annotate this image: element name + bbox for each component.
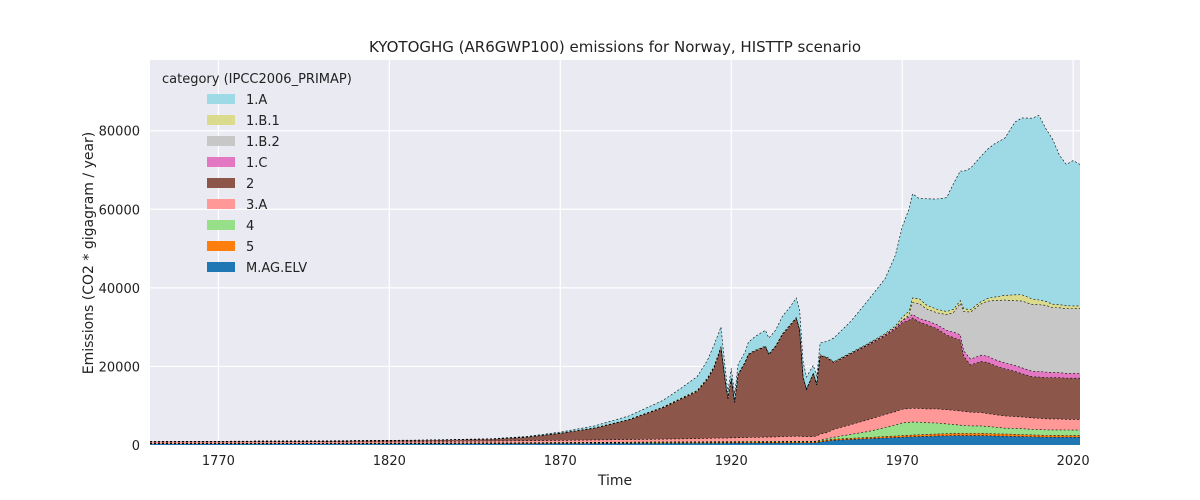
legend-label: 1.B.1	[246, 114, 280, 129]
x-tick-label: 1820	[373, 454, 406, 469]
legend: category (IPCC2006_PRIMAP) 1.A 1.B.1 1.B.2…	[162, 72, 352, 276]
legend-swatch	[207, 94, 235, 104]
outline-5	[149, 433, 1081, 444]
area-5	[150, 433, 1080, 444]
legend-label: M.AG.ELV	[246, 261, 307, 276]
legend-swatch	[207, 178, 235, 188]
outline-1-b-2	[149, 299, 1081, 442]
outline-4	[149, 421, 1081, 444]
outline-1-a	[149, 114, 1081, 442]
legend-label: 1.B.2	[246, 135, 280, 150]
legend-label: 1.A	[246, 93, 267, 108]
x-tick-label: 1870	[544, 454, 577, 469]
legend-items: 1.A 1.B.1 1.B.2 1.C 2 3.A 4 5 M.AG.ELV	[207, 93, 307, 276]
area-3-a	[150, 408, 1080, 444]
stacked-areas	[150, 115, 1080, 445]
legend-label: 2	[246, 177, 254, 192]
x-tick-label: 1920	[715, 454, 748, 469]
y-tick-label: 20000	[99, 360, 140, 375]
y-tick-label: 0	[132, 439, 140, 454]
area-2	[150, 317, 1080, 443]
legend-label: 5	[246, 240, 254, 255]
legend-swatch	[207, 199, 235, 209]
outline-1-b-1	[149, 294, 1081, 442]
legend-label: 3.A	[246, 198, 267, 213]
legend-swatch	[207, 157, 235, 167]
area-m-ag-elv	[150, 435, 1080, 445]
outline-3-a	[149, 408, 1081, 443]
legend-swatch	[207, 136, 235, 146]
y-axis-label: Emissions (CO2 * gigagram / year)	[81, 132, 97, 375]
y-tick-label: 80000	[99, 125, 140, 140]
outline-m-ag-elv	[149, 435, 1080, 445]
legend-swatch	[207, 241, 235, 251]
stack-outlines	[149, 114, 1081, 445]
legend-label: 4	[246, 219, 254, 234]
y-tick-label: 40000	[99, 282, 140, 297]
x-tick-label: 2020	[1057, 454, 1090, 469]
area-1-b-2	[150, 300, 1080, 442]
legend-swatch	[207, 115, 235, 125]
x-axis-ticks: 1770 1820 1870 1920 1970 2020	[202, 454, 1090, 469]
y-tick-label: 60000	[99, 203, 140, 218]
y-axis-ticks: 0 20000 40000 60000 80000	[99, 125, 140, 454]
area-4	[150, 422, 1080, 444]
chart-title: KYOTOGHG (AR6GWP100) emissions for Norwa…	[369, 38, 861, 56]
legend-title: category (IPCC2006_PRIMAP)	[162, 72, 352, 87]
legend-swatch	[207, 262, 235, 272]
x-tick-label: 1970	[886, 454, 919, 469]
legend-label: 1.C	[246, 156, 267, 171]
x-axis-label: Time	[597, 473, 632, 489]
legend-swatch	[207, 220, 235, 230]
area-1-a	[150, 115, 1080, 442]
x-tick-label: 1770	[202, 454, 235, 469]
